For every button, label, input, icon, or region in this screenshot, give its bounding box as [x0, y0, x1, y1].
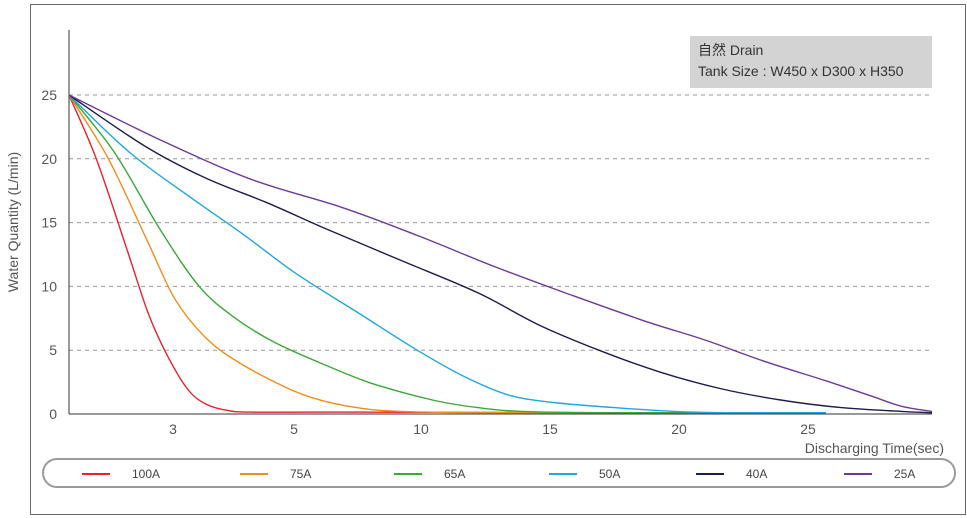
legend-item-25A: 25A	[844, 466, 915, 482]
y-tick-label: 5	[49, 342, 57, 358]
series-line-65A	[68, 94, 827, 414]
x-tick-label: 5	[290, 421, 298, 437]
legend-label: 75A	[290, 467, 312, 481]
y-tick-label: 10	[41, 278, 57, 294]
legend-label: 65A	[444, 467, 466, 481]
series-line-50A	[68, 94, 827, 414]
legend-item-40A: 40A	[696, 466, 767, 482]
legend-swatch	[696, 473, 724, 475]
legend-label: 25A	[894, 467, 916, 481]
gridlines	[69, 94, 932, 351]
x-tick-label: 3	[169, 421, 177, 437]
legend-swatch	[394, 473, 422, 475]
legend: 100A 75A 65A 50A 40A 25A	[42, 458, 956, 488]
x-tick-label: 15	[542, 421, 558, 437]
legend-swatch	[82, 473, 110, 475]
series-line-100A	[68, 94, 827, 414]
legend-item-100A: 100A	[82, 466, 160, 482]
x-axis-title: Discharging Time(sec)	[805, 440, 944, 456]
y-axis-title: Water Quantity (L/min)	[5, 152, 21, 292]
series-line-40A	[68, 94, 933, 414]
tank-info-annotation: 自然 Drain Tank Size : W450 x D300 x H350	[690, 36, 932, 88]
annotation-drain-label: 自然 Drain	[698, 42, 764, 58]
legend-item-50A: 50A	[549, 466, 620, 482]
chart-frame	[30, 4, 966, 515]
annotation-tank-size: Tank Size : W450 x D300 x H350	[698, 63, 904, 79]
y-tick-label: 15	[41, 215, 57, 231]
x-tick-label: 10	[413, 421, 429, 437]
y-tick-labels: 0 5 10 15 20 25	[41, 87, 57, 422]
legend-item-75A: 75A	[240, 466, 311, 482]
series-line-75A	[68, 94, 826, 414]
series-line-25A	[68, 94, 933, 413]
y-tick-label: 0	[49, 406, 57, 422]
axes	[68, 30, 932, 415]
legend-label: 50A	[599, 467, 621, 481]
legend-swatch	[844, 473, 872, 475]
legend-label: 40A	[746, 467, 768, 481]
x-tick-label: 25	[800, 421, 816, 437]
legend-label: 100A	[132, 467, 161, 481]
y-tick-label: 25	[41, 87, 57, 103]
legend-swatch	[549, 473, 577, 475]
series-lines	[68, 94, 933, 414]
x-tick-label: 20	[671, 421, 687, 437]
legend-swatch	[240, 473, 268, 475]
y-tick-label: 20	[41, 151, 57, 167]
x-tick-labels: 3 5 10 15 20 25	[169, 421, 816, 437]
legend-item-65A: 65A	[394, 466, 465, 482]
